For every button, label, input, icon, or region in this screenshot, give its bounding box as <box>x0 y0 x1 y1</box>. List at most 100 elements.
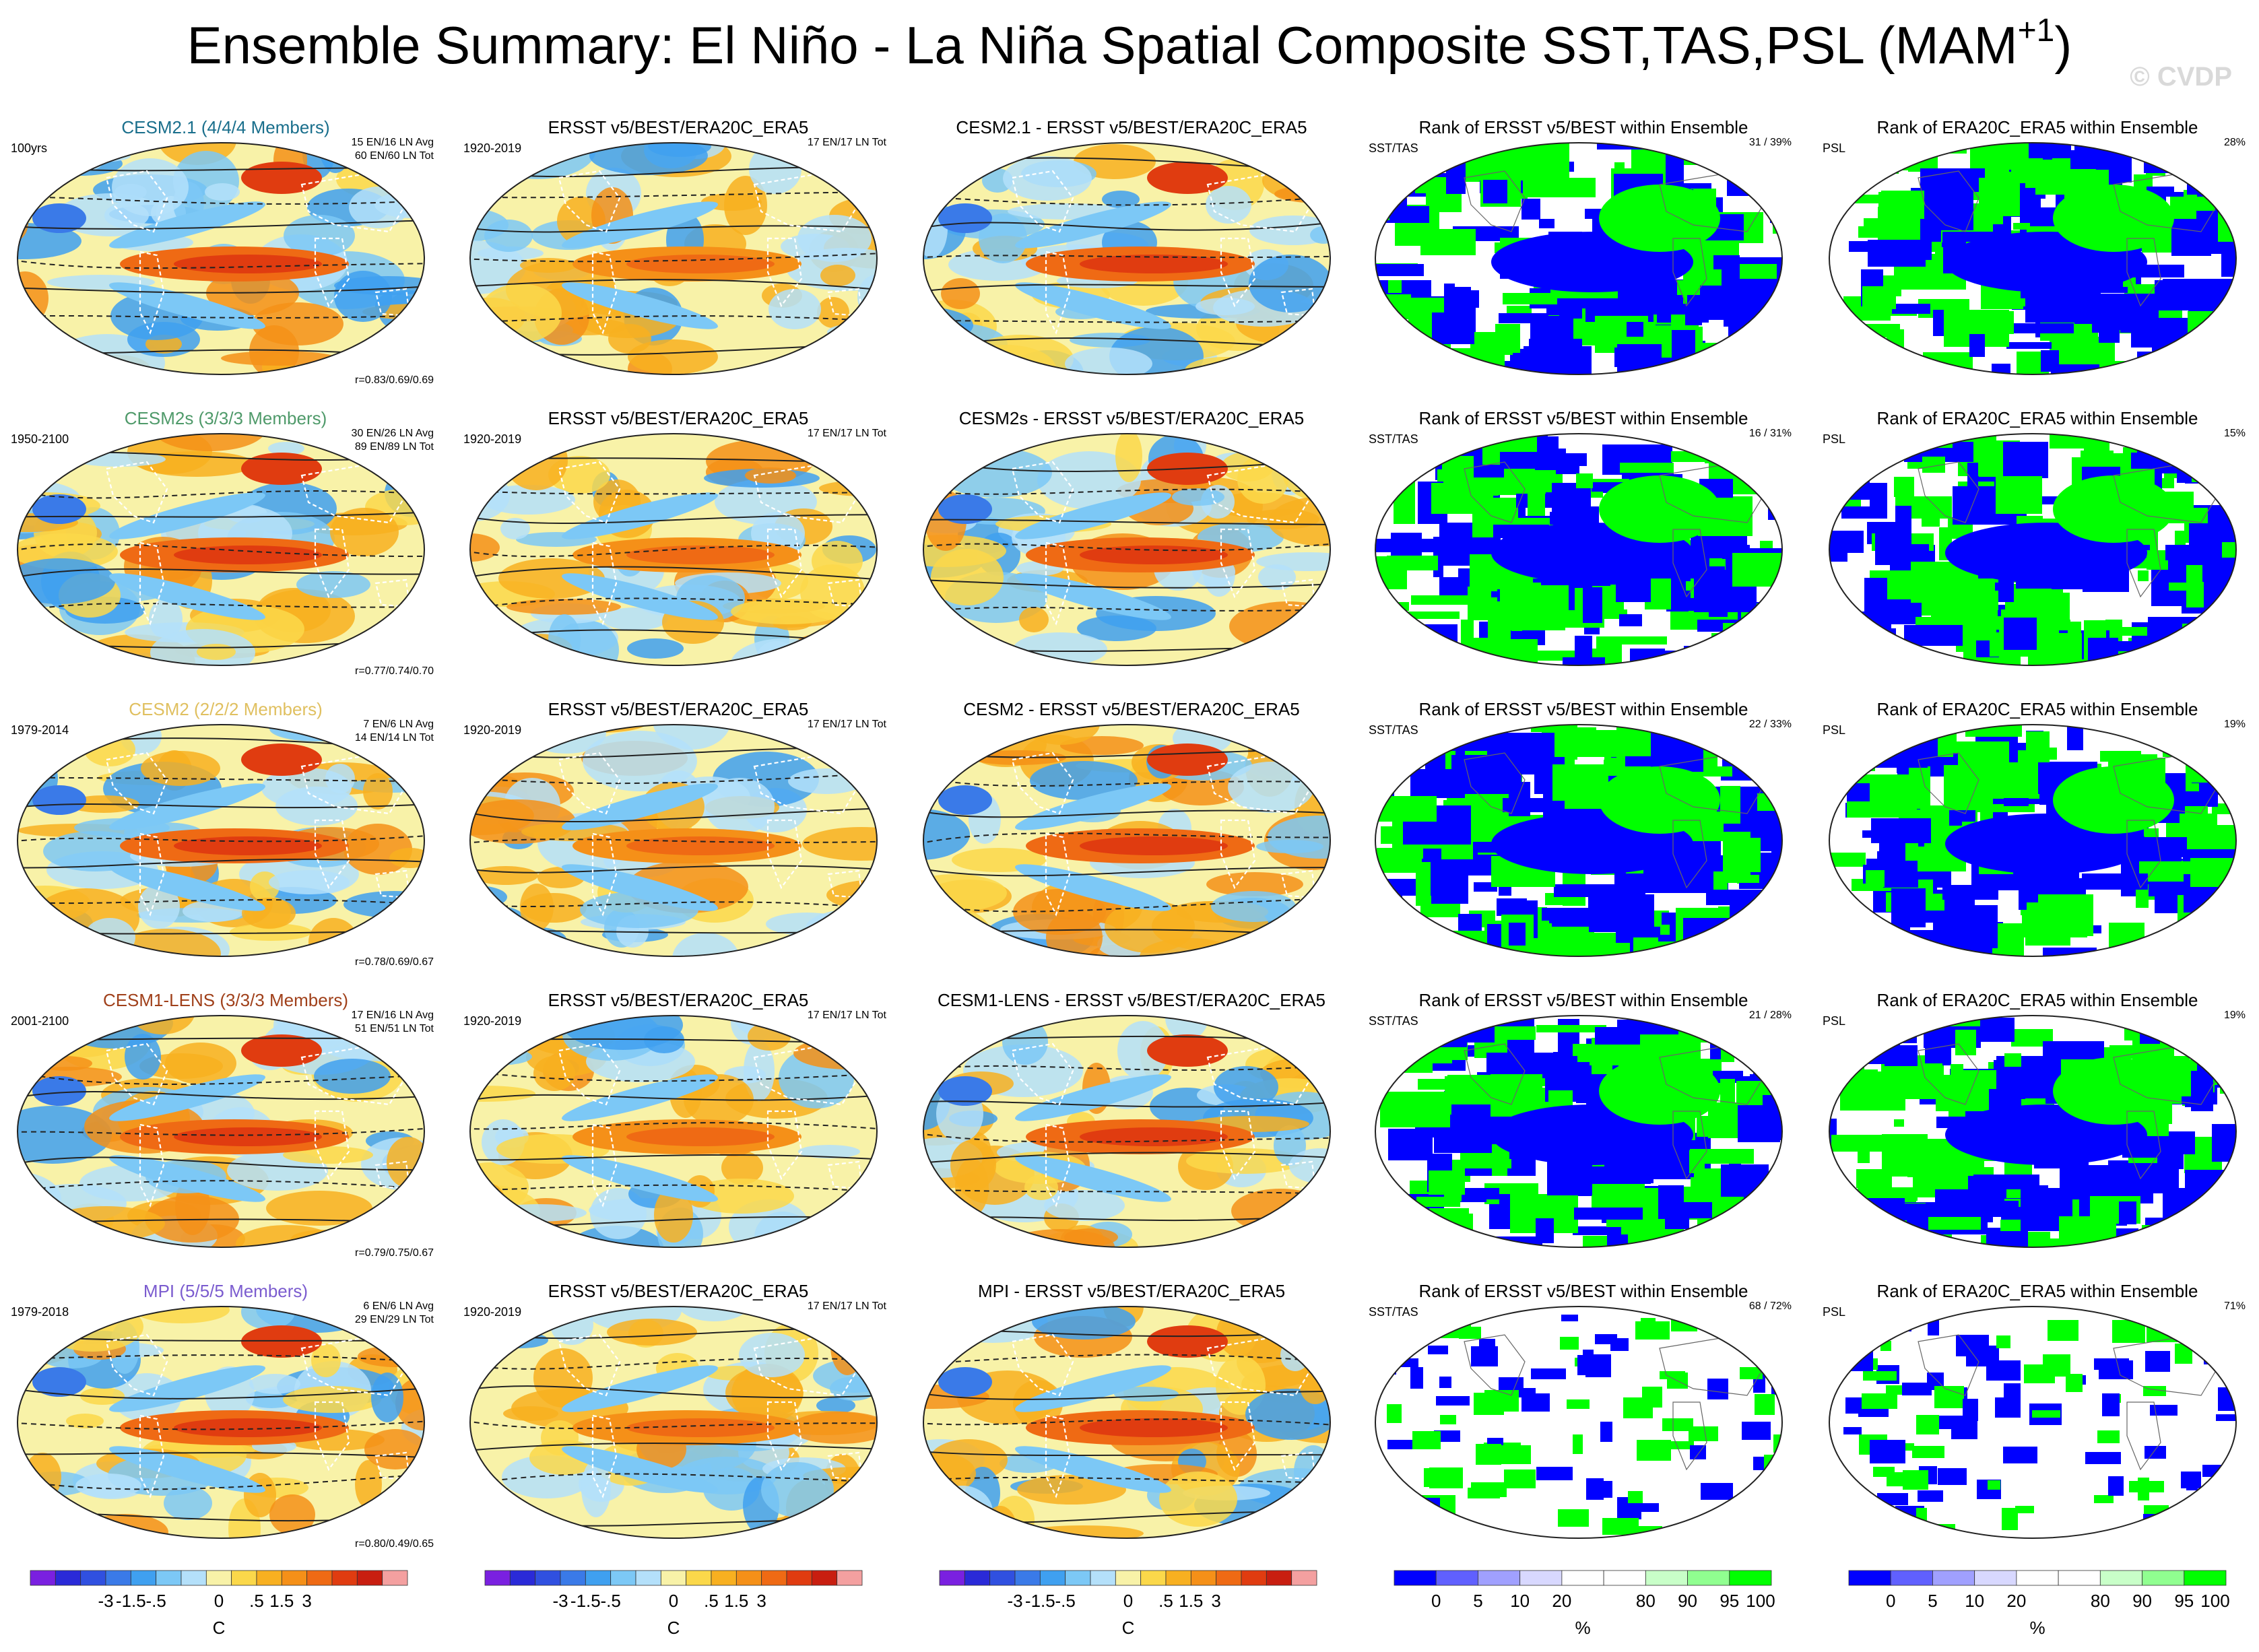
rank-swatch <box>1932 1570 1975 1586</box>
temperature-tick-label: 3 <box>1211 1591 1220 1611</box>
row-1: CESM2s (3/3/3 Members) 1950-2100 30 EN/26 … <box>0 399 2259 690</box>
model-panel-title: MPI (5/5/5 Members) <box>143 1281 308 1301</box>
model-count-line: 51 EN/51 LN Tot <box>354 1023 434 1034</box>
temperature-swatch <box>786 1570 812 1586</box>
temperature-swatch <box>711 1570 737 1586</box>
temperature-swatch <box>1065 1570 1091 1586</box>
model-panel: CESM2.1 (4/4/4 Members) 100yrs 15 EN/16 LN… <box>0 108 451 399</box>
rank-sst-title: Rank of ERSST v5/BEST within Ensemble <box>1418 990 1748 1010</box>
temperature-swatch <box>509 1570 536 1586</box>
obs-panel-title: ERSST v5/BEST/ERA20C_ERA5 <box>548 408 809 428</box>
obs-panel: ERSST v5/BEST/ERA20C_ERA5 1920-2019 17 EN/… <box>453 399 904 690</box>
obs-panel-title: ERSST v5/BEST/ERA20C_ERA5 <box>548 990 809 1010</box>
model-counts: 15 EN/16 LN Avg 60 EN/60 LN Tot <box>352 136 434 163</box>
temperature-tick-label: 0 <box>1123 1591 1133 1611</box>
model-composite-map <box>17 724 425 957</box>
rank-tick-label: 100 <box>1746 1591 1775 1611</box>
rank-swatch <box>1645 1570 1688 1586</box>
temperature-swatch <box>964 1570 991 1586</box>
temperature-swatch <box>30 1570 56 1586</box>
model-count-line: 60 EN/60 LN Tot <box>354 150 434 162</box>
rank-sst-map <box>1375 1015 1783 1248</box>
model-count-line: 15 EN/16 LN Avg <box>351 137 434 148</box>
temperature-swatch <box>1115 1570 1142 1586</box>
obs-counts: 17 EN/17 LN Tot <box>807 1010 886 1021</box>
rank-tick-label: 0 <box>1886 1591 1895 1611</box>
temperature-swatch <box>1216 1570 1242 1586</box>
rank-colorbar: 0 5 10 20 80 90 95 100% <box>1845 1569 2230 1643</box>
obs-composite-map <box>469 433 878 666</box>
model-period: 1979-2018 <box>11 1305 69 1319</box>
row-0: CESM2.1 (4/4/4 Members) 100yrs 15 EN/16 LN… <box>0 108 2259 399</box>
temperature-tick-label: 0 <box>214 1591 224 1611</box>
rank-colorbar-swatches: 0 5 10 20 80 90 95 100 <box>1394 1570 1775 1611</box>
title-main: Ensemble Summary: El Niño - La Niña Spat… <box>187 15 2018 75</box>
temperature-tick-label: 1.5 <box>724 1591 748 1611</box>
rank-psl-panel: Rank of ERA20C_ERA5 within Ensemble PSL 71… <box>1812 1271 2259 1562</box>
temperature-swatch <box>181 1570 207 1586</box>
temperature-swatch <box>80 1570 106 1586</box>
temperature-swatch <box>1266 1570 1292 1586</box>
rank-swatch <box>1729 1570 1772 1586</box>
rank-swatch <box>1890 1570 1933 1586</box>
temperature-swatch <box>484 1570 511 1586</box>
model-count-line: 7 EN/6 LN Avg <box>363 719 434 730</box>
model-panel-title: CESM2s (3/3/3 Members) <box>124 408 327 428</box>
rank-psl-map <box>1829 142 2237 375</box>
rank-swatch <box>1478 1570 1521 1586</box>
rank-swatch <box>1687 1570 1730 1586</box>
temperature-tick-label: 1.5 <box>1179 1591 1203 1611</box>
obs-panel-title: ERSST v5/BEST/ERA20C_ERA5 <box>548 699 809 719</box>
temperature-colorbar-swatches: -3 -1.5 -.5 0.5 1.5 3 <box>30 1570 408 1611</box>
temperature-swatch <box>610 1570 636 1586</box>
rank-sst-title: Rank of ERSST v5/BEST within Ensemble <box>1418 699 1748 719</box>
row-2: CESM2 (2/2/2 Members) 1979-2014 7 EN/6 LN … <box>0 690 2259 981</box>
rank-tick-label: 80 <box>1636 1591 1656 1611</box>
rank-tick-label: 5 <box>1928 1591 1937 1611</box>
temperature-swatch <box>331 1570 358 1586</box>
rank-tick-label: 20 <box>2006 1591 2026 1611</box>
rank-sst-panel: Rank of ERSST v5/BEST within Ensemble SST… <box>1358 108 1809 399</box>
rank-sst-map <box>1375 142 1783 375</box>
obs-period: 1920-2019 <box>463 141 522 155</box>
title-superscript: +1 <box>2017 13 2055 48</box>
rank-psl-label: PSL <box>1823 1305 1846 1319</box>
obs-panel: ERSST v5/BEST/ERA20C_ERA5 1920-2019 17 EN/… <box>453 108 904 399</box>
diff-panel-title: CESM2.1 - ERSST v5/BEST/ERA20C_ERA5 <box>956 117 1307 137</box>
rank-psl-title: Rank of ERA20C_ERA5 within Ensemble <box>1876 990 2198 1010</box>
diff-panel: CESM2 - ERSST v5/BEST/ERA20C_ERA5 <box>906 690 1357 981</box>
rank-tick-label: 80 <box>2091 1591 2110 1611</box>
rank-unit: % <box>1575 1618 1591 1638</box>
model-count-line: 14 EN/14 LN Tot <box>354 732 434 744</box>
obs-counts: 17 EN/17 LN Tot <box>807 1300 886 1312</box>
obs-composite-map <box>469 1015 878 1248</box>
temperature-tick-label: .5 <box>1158 1591 1173 1611</box>
temperature-swatch <box>130 1570 157 1586</box>
difference-map <box>923 142 1331 375</box>
title-close: ) <box>2054 15 2072 75</box>
obs-panel-title: ERSST v5/BEST/ERA20C_ERA5 <box>548 1281 809 1301</box>
model-panel-title: CESM2 (2/2/2 Members) <box>129 699 323 719</box>
rank-tick-label: 10 <box>1510 1591 1530 1611</box>
temperature-swatch <box>1291 1570 1317 1586</box>
model-composite-map <box>17 1015 425 1248</box>
rank-psl-percent: 28% <box>2223 137 2246 148</box>
rank-psl-percent: 19% <box>2223 719 2246 730</box>
obs-period: 1920-2019 <box>463 1305 522 1319</box>
temperature-swatch <box>306 1570 333 1586</box>
temperature-swatch <box>686 1570 712 1586</box>
page-title: Ensemble Summary: El Niño - La Niña Spat… <box>0 15 2259 72</box>
temperature-swatch <box>205 1570 232 1586</box>
model-panel: MPI (5/5/5 Members) 1979-2018 6 EN/6 LN Av… <box>0 1271 451 1562</box>
model-correlation: r=0.80/0.49/0.65 <box>355 1538 434 1550</box>
obs-counts: 17 EN/17 LN Tot <box>807 719 886 730</box>
rank-psl-label: PSL <box>1823 1014 1846 1028</box>
temperature-tick-label: -1.5 <box>116 1591 146 1611</box>
model-panel: CESM2 (2/2/2 Members) 1979-2014 7 EN/6 LN … <box>0 690 451 981</box>
rank-psl-percent: 15% <box>2223 428 2246 439</box>
temperature-tick-label: -.5 <box>145 1591 166 1611</box>
temperature-colorbar-swatches: -3 -1.5 -.5 0.5 1.5 3 <box>939 1570 1317 1611</box>
temperature-swatch <box>560 1570 586 1586</box>
temperature-swatch <box>356 1570 383 1586</box>
